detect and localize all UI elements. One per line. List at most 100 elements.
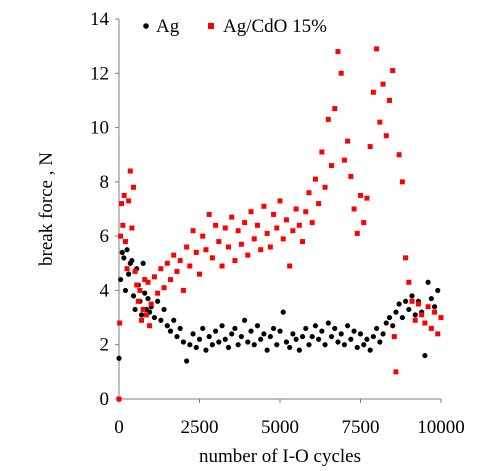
data-point (118, 233, 124, 239)
data-point (126, 271, 132, 277)
data-point (312, 176, 318, 182)
y-tick-label: 4 (100, 280, 110, 301)
data-point (341, 342, 347, 348)
data-point (242, 220, 248, 226)
data-point (325, 116, 331, 122)
data-point (135, 298, 141, 304)
data-point (200, 233, 206, 239)
y-axis-title: break force , N (36, 152, 57, 266)
data-point (241, 317, 248, 323)
data-point (316, 201, 322, 207)
data-point (267, 333, 273, 340)
data-point (374, 46, 380, 52)
data-point (399, 179, 405, 185)
x-tick-label: 5000 (261, 417, 299, 438)
data-point (143, 312, 149, 318)
data-point (171, 317, 177, 323)
data-point (415, 301, 421, 307)
data-point (338, 331, 344, 337)
data-point (171, 252, 177, 258)
data-point (432, 309, 438, 315)
data-point (380, 81, 386, 87)
data-point (258, 247, 264, 253)
data-point (322, 342, 328, 348)
data-point (158, 317, 164, 323)
plot-area: 0 2 4 6 8 10 12 14 0 2500 5000 7500 10000 (90, 9, 465, 438)
data-point (422, 320, 428, 326)
data-point (140, 306, 146, 312)
data-point (296, 347, 302, 353)
series-ag (116, 247, 441, 364)
data-point (119, 249, 125, 256)
data-point (357, 331, 364, 337)
data-point (348, 336, 354, 342)
data-point (425, 304, 431, 310)
data-point (354, 230, 360, 236)
data-point (213, 328, 219, 334)
data-point (431, 304, 438, 310)
data-point (364, 336, 370, 342)
data-point (158, 266, 164, 272)
data-point (338, 70, 344, 76)
y-tick-label: 8 (100, 172, 110, 193)
data-point (129, 257, 135, 264)
data-point (134, 282, 140, 288)
data-point (377, 339, 383, 345)
x-axis-ticks: 0 2500 5000 7500 10000 (114, 399, 465, 438)
data-point (409, 293, 415, 299)
data-point (184, 358, 190, 364)
data-point (142, 290, 148, 296)
data-point (370, 333, 376, 340)
data-point (209, 255, 215, 261)
data-point (283, 339, 290, 345)
data-point (229, 214, 235, 220)
legend: Ag Ag/CdO 15% (143, 16, 327, 37)
legend-marker-ag (143, 23, 149, 29)
data-point (296, 222, 302, 228)
data-point (116, 355, 122, 361)
data-point (386, 314, 393, 321)
data-point (438, 315, 444, 321)
data-point (219, 263, 225, 269)
series-ag-cdo (116, 46, 444, 402)
data-point (229, 331, 235, 337)
data-point (309, 220, 315, 226)
data-point (232, 258, 238, 264)
data-point (270, 325, 277, 332)
data-point (332, 106, 338, 112)
data-point (206, 333, 212, 340)
data-point (251, 342, 257, 348)
data-point (287, 344, 293, 351)
data-point (235, 342, 241, 348)
data-point (155, 290, 161, 296)
y-tick-label: 10 (90, 118, 109, 139)
data-point (130, 184, 136, 190)
data-point (393, 369, 399, 375)
data-point (206, 211, 212, 217)
data-point (177, 258, 183, 264)
data-point (155, 298, 161, 304)
data-point (121, 192, 127, 198)
data-point (377, 119, 383, 125)
data-point (361, 220, 367, 226)
data-point (367, 347, 373, 353)
data-point (184, 244, 190, 250)
data-point (287, 263, 293, 269)
data-point (380, 331, 386, 337)
data-point (180, 339, 186, 345)
data-point (219, 323, 225, 329)
data-point (290, 228, 296, 234)
data-point (341, 157, 347, 163)
data-point (200, 325, 206, 332)
data-point (351, 328, 357, 334)
data-point (393, 309, 399, 315)
data-point (129, 225, 135, 231)
data-point (254, 222, 260, 228)
data-point (118, 276, 124, 283)
data-point (119, 201, 125, 207)
data-point (280, 236, 286, 242)
data-point (127, 168, 133, 174)
legend-label-ag-cdo: Ag/CdO 15% (223, 16, 327, 37)
data-point (361, 342, 367, 348)
